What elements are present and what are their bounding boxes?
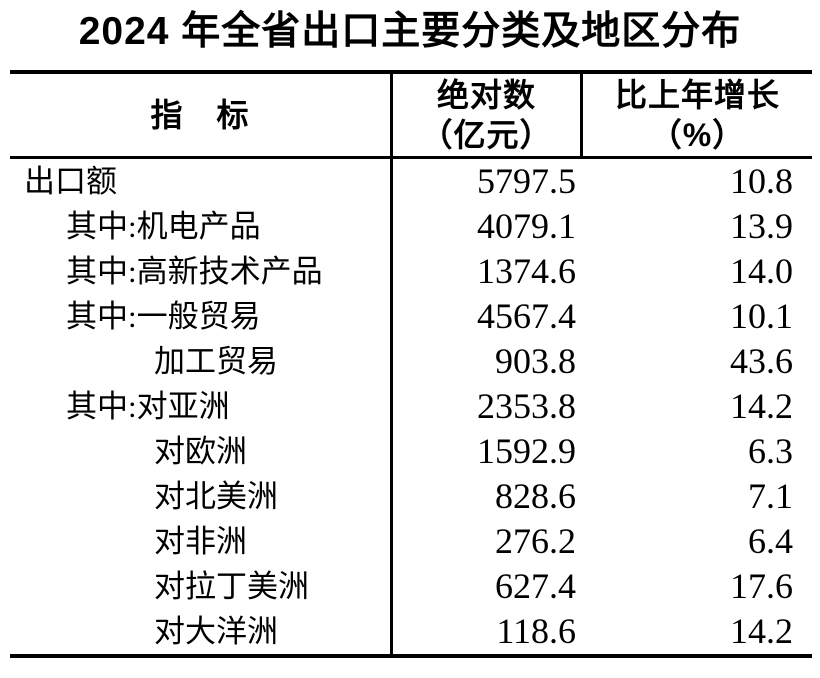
- row-label: 对拉丁美洲: [10, 564, 393, 609]
- row-growth-value: 14.0: [730, 251, 793, 291]
- table-row: 其中:对亚洲 2353.8 14.2: [10, 384, 812, 429]
- table-row: 对北美洲 828.6 7.1: [10, 474, 812, 519]
- row-label: 其中:高新技术产品: [10, 249, 393, 294]
- row-growth-value: 43.6: [730, 341, 793, 381]
- row-growth-value: 14.2: [730, 611, 793, 651]
- row-label: 对北美洲: [10, 474, 393, 519]
- table-body: 出口额 5797.5 10.8 其中:机电产品 4079.1 13.9 其中:高…: [10, 159, 812, 654]
- header-growth-label-line1: 比上年增长: [614, 77, 780, 113]
- row-growth-value: 13.9: [730, 206, 793, 246]
- header-cell-indicator: 指 标: [10, 74, 393, 156]
- table-row: 对非洲 276.2 6.4: [10, 519, 812, 564]
- table-row: 其中:机电产品 4079.1 13.9: [10, 204, 812, 249]
- row-absolute-value: 828.6: [495, 476, 576, 516]
- row-label: 其中:一般贸易: [10, 294, 393, 339]
- row-growth-value: 14.2: [730, 386, 793, 426]
- row-growth-value: 10.1: [730, 296, 793, 336]
- table-row: 对拉丁美洲 627.4 17.6: [10, 564, 812, 609]
- header-cell-growth: 比上年增长 （%）: [583, 74, 812, 156]
- row-absolute-value: 903.8: [495, 341, 576, 381]
- header-absolute-label-line1: 绝对数: [436, 77, 536, 113]
- row-label: 其中:对亚洲: [10, 384, 393, 429]
- table-row: 出口额 5797.5 10.8: [10, 159, 812, 204]
- table-row: 其中:一般贸易 4567.4 10.1: [10, 294, 812, 339]
- row-absolute-value: 5797.5: [477, 161, 576, 201]
- table-header: 指 标 绝对数 （亿元） 比上年增长 （%）: [10, 74, 812, 159]
- row-label: 对非洲: [10, 519, 393, 564]
- row-growth-value: 6.4: [748, 521, 793, 561]
- row-label: 加工贸易: [10, 339, 393, 384]
- header-absolute-label-line2: （亿元）: [420, 117, 553, 153]
- row-absolute-value: 2353.8: [477, 386, 576, 426]
- header-growth-label-line2: （%）: [649, 117, 746, 153]
- row-growth-value: 10.8: [730, 161, 793, 201]
- table-row: 对欧洲 1592.9 6.3: [10, 429, 812, 474]
- row-label: 对大洋洲: [10, 609, 393, 654]
- row-growth-value: 17.6: [730, 566, 793, 606]
- export-table: 指 标 绝对数 （亿元） 比上年增长 （%） 出口额 5797.5 10.8 其…: [10, 70, 812, 658]
- page-title: 2024 年全省出口主要分类及地区分布: [78, 10, 742, 53]
- row-absolute-value: 118.6: [496, 611, 576, 651]
- header-indicator-label: 指 标: [150, 97, 250, 133]
- row-absolute-value: 4079.1: [477, 206, 576, 246]
- table-row: 加工贸易 903.8 43.6: [10, 339, 812, 384]
- row-absolute-value: 1592.9: [477, 431, 576, 471]
- row-absolute-value: 276.2: [495, 521, 576, 561]
- header-cell-absolute: 绝对数 （亿元）: [393, 74, 583, 156]
- row-label: 对欧洲: [10, 429, 393, 474]
- row-label: 出口额: [10, 159, 393, 204]
- row-absolute-value: 4567.4: [477, 296, 576, 336]
- row-label: 其中:机电产品: [10, 204, 393, 249]
- table-row: 对大洋洲 118.6 14.2: [10, 609, 812, 654]
- row-absolute-value: 1374.6: [477, 251, 576, 291]
- table-row: 其中:高新技术产品 1374.6 14.0: [10, 249, 812, 294]
- row-absolute-value: 627.4: [495, 566, 576, 606]
- row-growth-value: 6.3: [748, 431, 793, 471]
- row-growth-value: 7.1: [748, 476, 793, 516]
